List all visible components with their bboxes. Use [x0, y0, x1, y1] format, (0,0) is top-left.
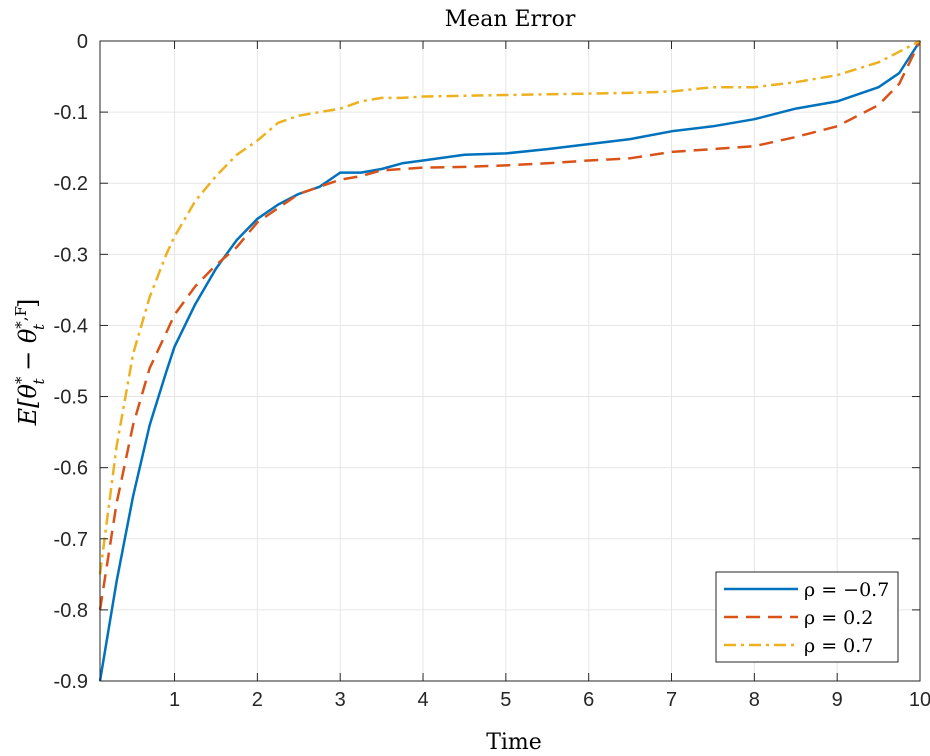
legend-label-rho-neg07: ρ = −0.7: [804, 579, 889, 601]
chart-title: Mean Error: [445, 7, 576, 32]
legend-label-rho-07: ρ = 0.7: [804, 635, 873, 657]
axis-ticks: 1 2 3 4 5 6 7 8 9 10 0 -0.1 -0.2 -0.3 -0.4 -0.5 -0.6 -0.7…: [54, 31, 930, 711]
x-axis-label: Time: [486, 730, 542, 755]
series-lines: [98, 39, 922, 682]
y-tick-label: -0.6: [54, 458, 88, 480]
x-tick-label: 8: [749, 689, 760, 711]
y-axis-label: E[θ*t − θ*,Ft]: [12, 299, 48, 427]
series-line-0: [98, 40, 922, 682]
x-tick-label: 7: [666, 689, 677, 711]
y-tick-label: -0.8: [54, 600, 88, 622]
series-line-2: [98, 39, 921, 575]
x-tick-label: 6: [583, 689, 594, 711]
x-tick-label: 1: [169, 689, 180, 711]
y-tick-label: -0.9: [54, 671, 88, 693]
y-tick-label: -0.1: [54, 102, 88, 124]
x-tick-label: 3: [335, 689, 346, 711]
y-tick-label: -0.7: [54, 529, 88, 551]
legend: ρ = −0.7 ρ = 0.2 ρ = 0.7: [715, 571, 899, 663]
x-tick-label: 5: [500, 689, 511, 711]
legend-label-rho-02: ρ = 0.2: [804, 607, 873, 629]
plot-frame: [99, 40, 921, 682]
y-tick-label: -0.5: [54, 387, 88, 409]
x-tick-label: 10: [909, 689, 930, 711]
x-tick-label: 4: [417, 689, 428, 711]
y-tick-label: -0.4: [54, 315, 88, 337]
x-tick-label: 9: [832, 689, 843, 711]
y-tick-label: 0: [77, 31, 88, 53]
y-tick-label: -0.3: [54, 244, 88, 266]
x-tick-label: 2: [252, 689, 263, 711]
y-tick-label: -0.2: [54, 173, 88, 195]
